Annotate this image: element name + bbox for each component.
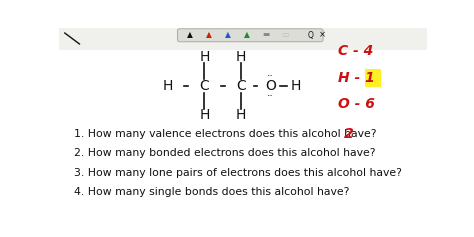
FancyBboxPatch shape: [365, 69, 381, 87]
Text: C - 4: C - 4: [338, 44, 374, 58]
Text: ··: ··: [267, 71, 274, 81]
Text: C: C: [236, 79, 246, 93]
Text: 4. How many single bonds does this alcohol have?: 4. How many single bonds does this alcoh…: [74, 187, 349, 197]
Text: O: O: [265, 79, 276, 93]
Text: C: C: [200, 79, 209, 93]
Text: O - 6: O - 6: [338, 97, 375, 111]
Text: H: H: [291, 79, 301, 93]
Text: 2: 2: [344, 127, 354, 141]
Text: H: H: [199, 50, 210, 64]
Text: ▲: ▲: [225, 30, 231, 39]
Text: ▲: ▲: [187, 30, 192, 39]
Text: H: H: [163, 79, 173, 93]
Text: H: H: [236, 108, 246, 122]
Text: H - 1: H - 1: [338, 71, 375, 85]
Text: 2. How many bonded electrons does this alcohol have?: 2. How many bonded electrons does this a…: [74, 148, 375, 159]
FancyBboxPatch shape: [178, 29, 323, 42]
Text: H: H: [236, 50, 246, 64]
Text: ▬: ▬: [263, 30, 270, 39]
Bar: [59, 28, 427, 50]
Text: ×: ×: [319, 31, 326, 40]
Text: 1. How many valence electrons does this alcohol have?: 1. How many valence electrons does this …: [74, 129, 376, 139]
Text: ▲: ▲: [206, 30, 212, 39]
Text: 3. How many lone pairs of electrons does this alcohol have?: 3. How many lone pairs of electrons does…: [74, 168, 402, 178]
Text: ▭: ▭: [282, 30, 289, 39]
Text: ▲: ▲: [244, 30, 250, 39]
Text: ··: ··: [267, 91, 274, 101]
Text: H: H: [199, 108, 210, 122]
Text: Q: Q: [308, 31, 314, 40]
